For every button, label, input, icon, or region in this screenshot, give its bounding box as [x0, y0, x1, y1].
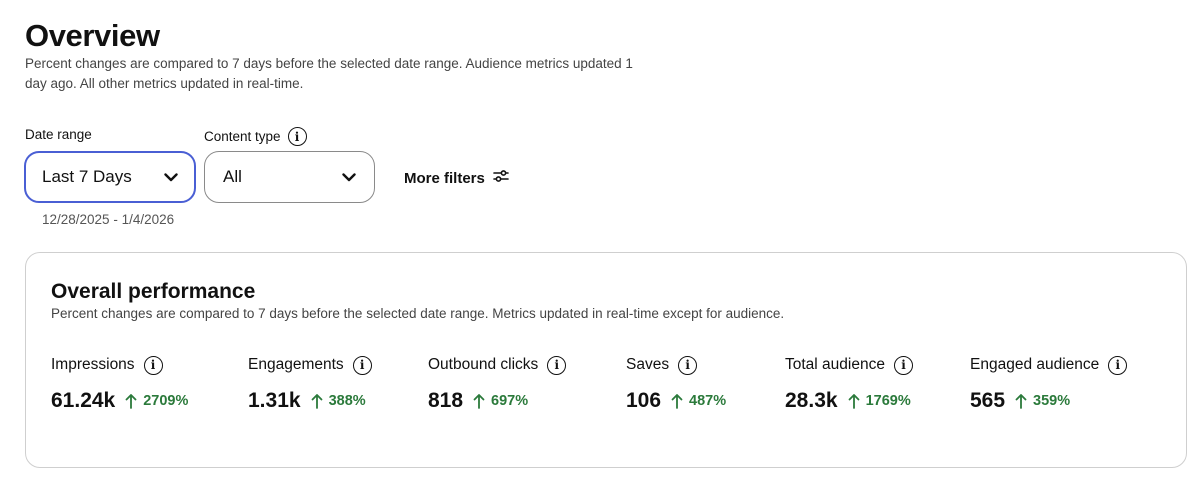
metric-outbound-clicks: Outbound clicks i 818 697% [428, 354, 567, 415]
card-title: Overall performance [51, 280, 256, 303]
arrow-up-icon [473, 393, 485, 409]
metric-change-value: 359% [1033, 393, 1071, 409]
metric-saves: Saves i 106 487% [626, 354, 726, 415]
metric-value: 106 [626, 389, 662, 412]
content-type-value: All [223, 167, 242, 186]
info-icon[interactable]: i [678, 355, 698, 375]
metric-value: 818 [428, 389, 464, 412]
date-range-dates: 12/28/2025 - 1/4/2026 [42, 212, 175, 227]
arrow-up-icon [848, 393, 860, 409]
arrow-up-icon [311, 393, 323, 409]
metric-change: 487% [671, 393, 726, 409]
metric-change-value: 2709% [143, 393, 189, 409]
content-type-select[interactable]: All [204, 151, 375, 203]
metric-label: Engagements [248, 356, 344, 373]
info-icon[interactable]: i [547, 355, 567, 375]
metric-label: Impressions [51, 356, 135, 373]
metric-change: 359% [1015, 393, 1070, 409]
metric-change-value: 1769% [865, 393, 911, 409]
date-range-value: Last 7 Days [42, 167, 132, 186]
metric-engagements: Engagements i 1.31k 388% [248, 354, 372, 415]
metric-value: 61.24k [51, 389, 116, 412]
overall-performance-card: Overall performance Percent changes are … [25, 252, 1187, 468]
sliders-icon [493, 169, 509, 187]
info-icon[interactable]: i [287, 127, 307, 146]
metric-label: Engaged audience [970, 356, 1100, 373]
arrow-up-icon [671, 393, 683, 409]
more-filters-label: More filters [404, 169, 485, 187]
metric-change: 1769% [848, 393, 911, 409]
page-subtitle: Percent changes are compared to 7 days b… [25, 56, 633, 91]
metric-engaged-audience: Engaged audience i 565 359% [970, 354, 1128, 415]
info-icon[interactable]: i [143, 355, 163, 375]
more-filters-button[interactable]: More filters [404, 166, 509, 190]
date-range-label-text: Date range [25, 127, 92, 142]
metric-label: Outbound clicks [428, 356, 539, 373]
metric-change: 697% [473, 393, 528, 409]
content-type-label-text: Content type [204, 129, 281, 144]
arrow-up-icon [1015, 393, 1027, 409]
page-title: Overview [25, 18, 160, 53]
metric-change-value: 388% [328, 393, 366, 409]
metric-change-value: 697% [491, 393, 529, 409]
chevron-down-icon [164, 172, 178, 182]
date-range-select[interactable]: Last 7 Days [24, 151, 196, 203]
metric-impressions: Impressions i 61.24k 2709% [51, 354, 188, 415]
info-icon[interactable]: i [893, 355, 913, 375]
metric-value: 28.3k [785, 389, 838, 412]
metric-label: Total audience [785, 356, 885, 373]
date-range-label: Date range [25, 127, 92, 142]
metric-change: 388% [311, 393, 366, 409]
metric-change: 2709% [125, 393, 188, 409]
metric-change-value: 487% [689, 393, 727, 409]
metric-total-audience: Total audience i 28.3k 1769% [785, 354, 913, 415]
info-icon[interactable]: i [352, 355, 372, 375]
chevron-down-icon [342, 172, 356, 182]
card-subtitle: Percent changes are compared to 7 days b… [51, 306, 785, 321]
info-icon[interactable]: i [1108, 355, 1128, 375]
arrow-up-icon [125, 393, 137, 409]
metric-value: 565 [970, 389, 1006, 412]
content-type-label: Content type i [204, 127, 307, 146]
metric-value: 1.31k [248, 389, 301, 412]
metric-label: Saves [626, 356, 670, 373]
